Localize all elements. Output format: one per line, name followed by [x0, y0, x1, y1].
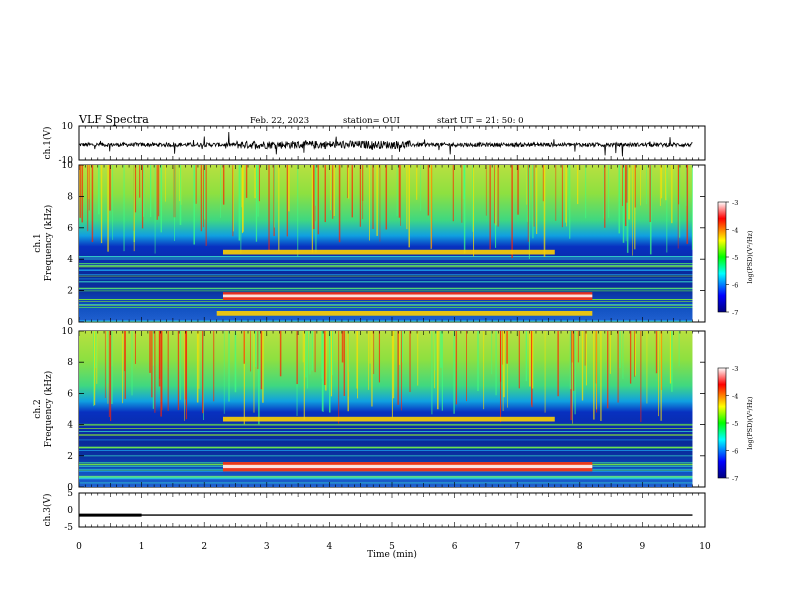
- ch2-spectrogram-panel: 0 2 4 6 8 10 ch.2 Frequency (kHz) -3 -4 -5 -6 -7 l…: [33, 327, 754, 493]
- colorbar-tick-label: -3: [732, 365, 738, 373]
- colorbar-tick-label: -4: [732, 227, 738, 235]
- spectrogram-ytick-label: 0: [67, 318, 73, 328]
- ch3-trace-ylabel: ch.3(V): [42, 494, 53, 527]
- ch2-colorbar: -3 -4 -5 -6 -7 log(PSD)(V²/Hz): [717, 365, 754, 483]
- spectrogram-ytick-label: 10: [62, 327, 74, 337]
- spectrogram-background: [79, 331, 693, 487]
- ch1-waveform-ytick-label: -10: [59, 156, 74, 166]
- colorbar-tick-label: -3: [732, 199, 738, 207]
- colorbar-tick-label: -7: [732, 475, 738, 483]
- colorbar-gradient: [717, 367, 727, 479]
- spectrogram-ytick-label: 2: [67, 452, 73, 462]
- ch3-ytick-label: -5: [64, 523, 73, 533]
- colorbar-tick-label: -4: [732, 393, 738, 401]
- spectrogram-band: [216, 311, 593, 316]
- station-label: station= OUI: [343, 116, 400, 126]
- ch1-waveform-ylabel: ch.1(V): [42, 127, 53, 160]
- ch3-trace-frame: [78, 492, 706, 528]
- ch1-spectrogram-ylabel-channel: ch.1: [33, 233, 43, 252]
- ch1-waveform-panel: 10 -10 ch.1(V): [42, 122, 706, 166]
- x-tick-label: 0: [76, 542, 82, 552]
- x-axis-title: Time (min): [367, 549, 417, 560]
- ch1-waveform-ytick-label: 10: [62, 122, 74, 132]
- ch2-spectrogram-image: [79, 331, 693, 487]
- colorbar-gradient: [717, 201, 727, 313]
- x-tick-label: 4: [327, 542, 333, 552]
- ch1-waveform-frame: [78, 125, 706, 161]
- ch1-spectrogram-panel: 0 2 4 6 8 10 ch.1 Frequency (kHz) -3 -4 -5 -6 -7 l…: [33, 161, 754, 328]
- spectrogram-ytick-label: 4: [67, 421, 73, 431]
- x-tick-label: 7: [514, 542, 520, 552]
- spectrogram-ytick-label: 10: [62, 161, 74, 171]
- x-tick-label: 3: [264, 542, 270, 552]
- colorbar-tick-label: -7: [732, 309, 738, 317]
- x-tick-label: 10: [699, 542, 711, 552]
- spectrogram-band: [222, 416, 555, 422]
- x-tick-label: 5: [389, 542, 395, 552]
- x-tick-label: 9: [640, 542, 646, 552]
- ch2-spectrogram-ylabel-frequency: Frequency (kHz): [43, 371, 54, 448]
- colorbar-tick-label: -5: [732, 254, 738, 262]
- x-tick-label: 8: [577, 542, 583, 552]
- ch1-spectrogram-ylabel-frequency: Frequency (kHz): [43, 205, 54, 282]
- ch1-spectrogram-image: [79, 165, 693, 323]
- spectrogram-ytick-label: 0: [67, 483, 73, 493]
- spectrogram-ytick-label: 8: [67, 358, 73, 368]
- date-label: Feb. 22, 2023: [250, 116, 310, 126]
- spectrogram-ytick-label: 6: [67, 389, 73, 399]
- colorbar-tick-label: -6: [732, 282, 738, 290]
- colorbar-tick-label: -5: [732, 420, 738, 428]
- ch2-spectrogram-ylabel-channel: ch.2: [33, 399, 43, 418]
- spectrogram-ytick-label: 6: [67, 224, 73, 234]
- ch3-ytick-label: 5: [67, 489, 73, 499]
- start-time-label: start UT = 21: 50: 0: [437, 116, 524, 126]
- ch1-colorbar: -3 -4 -5 -6 -7 log(PSD)(V²/Hz): [717, 199, 754, 317]
- ch3-ytick-label: 0: [67, 506, 73, 516]
- spectrogram-ytick-label: 4: [67, 255, 73, 265]
- spectrogram-ytick-label: 2: [67, 287, 73, 297]
- x-tick-label: 6: [452, 542, 458, 552]
- colorbar-label: log(PSD)(V²/Hz): [746, 396, 754, 449]
- spectrogram-ytick-label: 8: [67, 192, 73, 202]
- spectrogram-band: [222, 249, 555, 255]
- chart-title: VLF Spectra: [79, 113, 149, 126]
- ch1-waveform-trace: [78, 131, 693, 157]
- x-tick-label: 1: [139, 542, 145, 552]
- x-tick-label: 2: [201, 542, 207, 552]
- colorbar-label: log(PSD)(V²/Hz): [746, 230, 754, 283]
- ch3-trace-panel: 50-5 ch.3(V) 0 1 2 3 4 5 6 7 8 9 10 Time (min): [42, 489, 711, 560]
- colorbar-tick-label: -6: [732, 448, 738, 456]
